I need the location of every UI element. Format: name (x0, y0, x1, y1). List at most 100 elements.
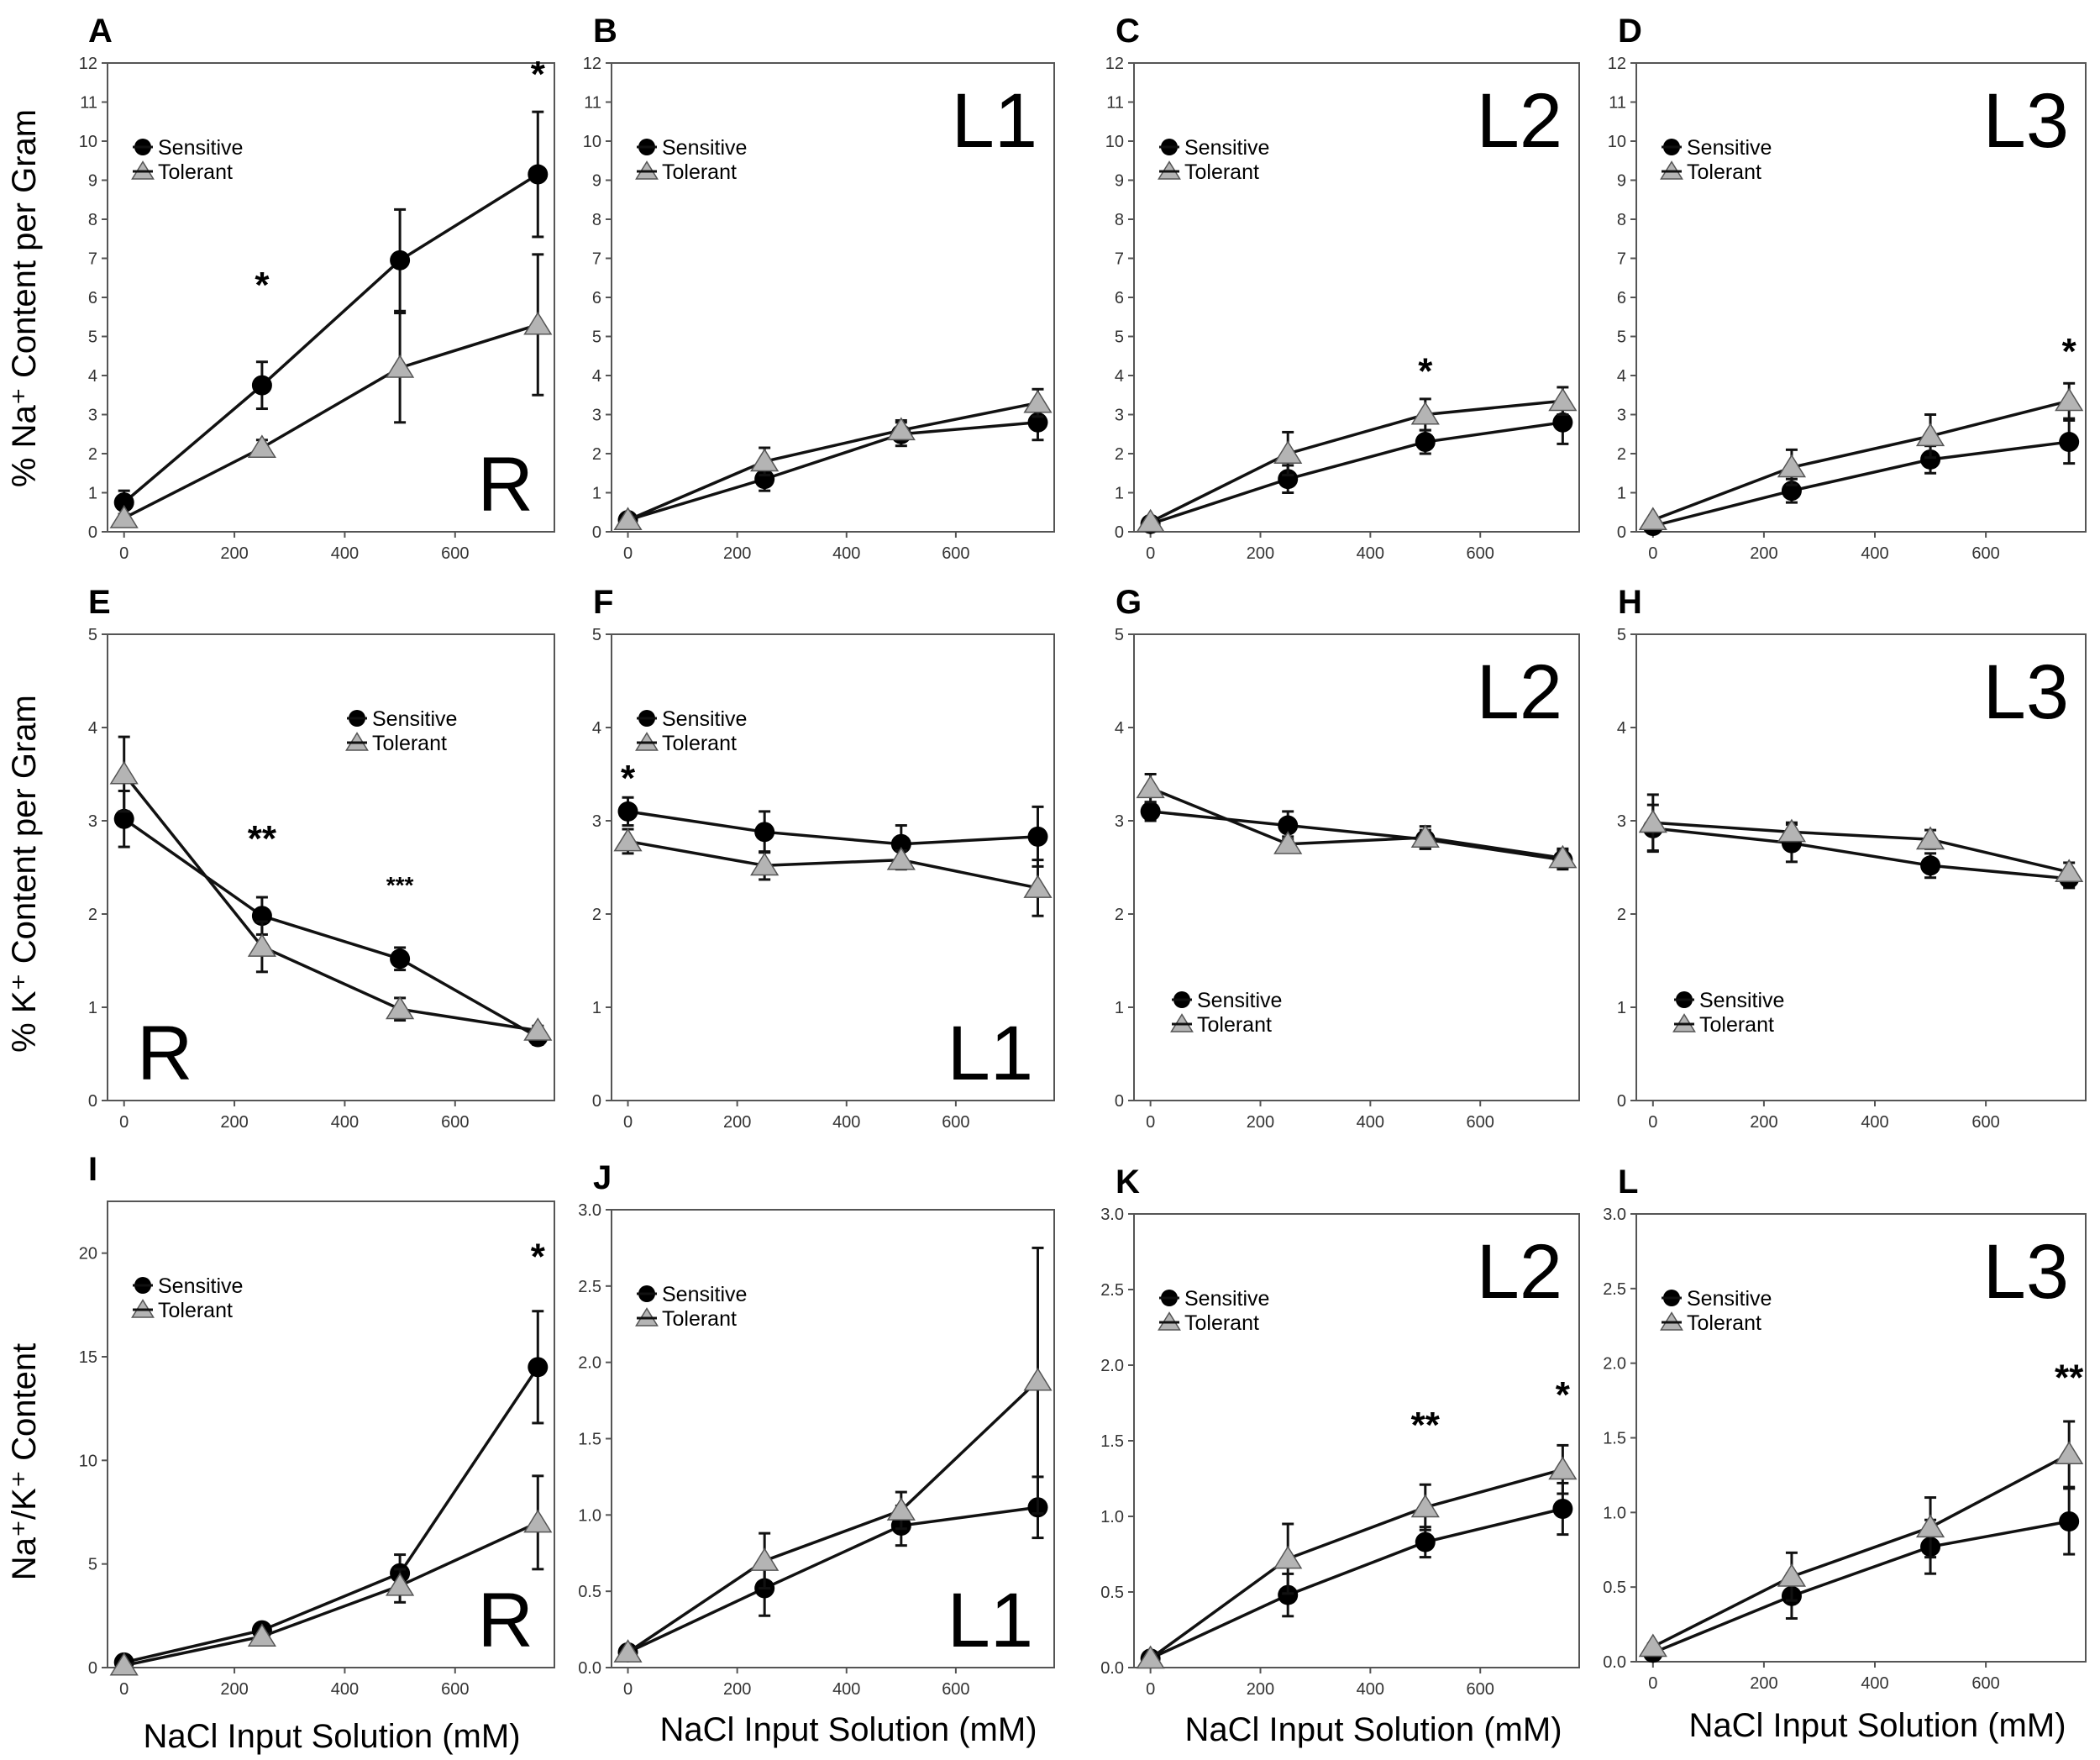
x-tick-label: 0 (1146, 544, 1155, 563)
legend-label-sensitive: Sensitive (372, 707, 457, 731)
y-tick-label: 4 (592, 367, 601, 386)
y-tick-label: 3.0 (578, 1201, 601, 1220)
y-tick-label: 2 (88, 445, 97, 464)
y-tick-label: 7 (592, 250, 601, 269)
x-tick-label: 200 (1247, 1113, 1274, 1132)
y-tick-label: 3 (592, 812, 601, 831)
sensitive-marker (251, 375, 272, 396)
y-tick-label: 2.0 (1100, 1357, 1124, 1375)
tolerant-marker (886, 846, 916, 870)
y-tick-label: 4 (1115, 719, 1124, 738)
series-line-sensitive (1150, 421, 1563, 526)
sensitive-marker (1920, 855, 1941, 876)
x-tick-label: 400 (1861, 1674, 1888, 1693)
sensitive-marker (1552, 1499, 1573, 1519)
x-tick-label: 0 (1648, 544, 1657, 563)
y-tick-label: 4 (1617, 719, 1626, 738)
series-line-sensitive (123, 1366, 539, 1664)
y-tick-label: 12 (1608, 55, 1626, 73)
legend-label-sensitive: Sensitive (662, 136, 747, 160)
y-tick-label: 2 (592, 445, 601, 464)
y-tick-label: 1.5 (1100, 1432, 1124, 1451)
tissue-label: L3 (1983, 1229, 2069, 1315)
panel-letter: F (593, 584, 613, 621)
y-tick-label: 10 (79, 133, 97, 151)
tolerant-marker (1777, 1563, 1807, 1587)
series-line-tolerant (123, 323, 538, 520)
sensitive-marker (390, 250, 411, 271)
panel-letter: D (1618, 13, 1642, 50)
series-line-sensitive (1150, 810, 1563, 862)
series-line-tolerant (123, 1521, 539, 1668)
y-tick-label: 3.0 (1603, 1206, 1626, 1224)
x-tick-label: 200 (220, 1113, 248, 1132)
y-tick-label: 5 (1115, 626, 1124, 644)
y-tick-label: 7 (1115, 250, 1124, 269)
y-tick-label: 2 (1115, 906, 1124, 924)
y-tick-label: 3 (1617, 407, 1626, 425)
x-tick-label: 0 (1146, 1113, 1155, 1132)
x-tick-label: 0 (623, 544, 633, 563)
y-tick-label: 7 (1617, 250, 1626, 269)
y-tick-label: 1 (88, 999, 97, 1017)
x-tick-label: 600 (1971, 544, 1999, 563)
significance-annotation: * (621, 758, 636, 799)
tolerant-marker (109, 505, 139, 528)
y-tick-label: 11 (1106, 94, 1124, 113)
tolerant-marker (750, 448, 780, 472)
x-tick-label: 400 (832, 1113, 860, 1132)
legend-label-sensitive: Sensitive (662, 707, 747, 731)
panel-letter: I (88, 1151, 97, 1188)
tolerant-marker (1638, 1633, 1667, 1658)
x-tick-label: 200 (220, 1680, 248, 1699)
x-tick-label: 200 (1750, 1674, 1777, 1693)
x-tick-label: 600 (1467, 1680, 1494, 1699)
bottom-xlabel-4: NaCl Input Solution (mM) (1688, 1707, 2066, 1744)
tolerant-marker (750, 852, 780, 876)
series-sensitive (1642, 803, 2080, 890)
x-tick-label: 600 (1971, 1113, 1999, 1132)
x-tick-label: 600 (942, 1680, 969, 1699)
x-tick-label: 400 (1357, 1680, 1384, 1699)
tolerant-marker (247, 434, 276, 459)
y-tick-label: 10 (1608, 133, 1626, 151)
sensitive-marker (2059, 432, 2080, 453)
y-tick-label: 4 (88, 719, 97, 738)
y-tick-label: 0.0 (578, 1659, 601, 1678)
legend-label-sensitive: Sensitive (1197, 989, 1282, 1012)
y-tick-label: 0 (1617, 523, 1626, 542)
y-tick-label: 0 (1617, 1092, 1626, 1111)
plot-frame (107, 633, 555, 1101)
y-tick-label: 9 (592, 172, 601, 191)
legend-label-tolerant: Tolerant (158, 160, 233, 184)
y-tick-label: 3 (88, 407, 97, 425)
tolerant-marker (2055, 1441, 2084, 1465)
y-tick-label: 8 (1115, 211, 1124, 229)
tolerant-marker (613, 1639, 643, 1663)
x-tick-label: 600 (441, 1680, 469, 1699)
series-tolerant (1638, 793, 2084, 883)
series-tolerant (109, 1474, 553, 1676)
y-tick-label: 10 (583, 133, 601, 151)
x-tick-label: 200 (1247, 544, 1274, 563)
legend-label-sensitive: Sensitive (158, 136, 243, 160)
x-tick-label: 0 (1648, 1674, 1657, 1693)
x-tick-label: 400 (832, 1680, 860, 1699)
tolerant-marker (109, 1652, 139, 1676)
plot-frame (611, 633, 1055, 1101)
y-tick-label: 10 (1105, 133, 1124, 151)
y-tick-label: 1.0 (1100, 1508, 1124, 1526)
significance-annotation: * (531, 1237, 546, 1278)
y-tick-label: 2 (1617, 906, 1626, 924)
y-tick-label: 1 (88, 485, 97, 503)
panel-letter: L (1618, 1164, 1638, 1200)
y-tick-label: 6 (592, 289, 601, 307)
bottom-xlabel-1: NaCl Input Solution (mM) (143, 1718, 520, 1755)
